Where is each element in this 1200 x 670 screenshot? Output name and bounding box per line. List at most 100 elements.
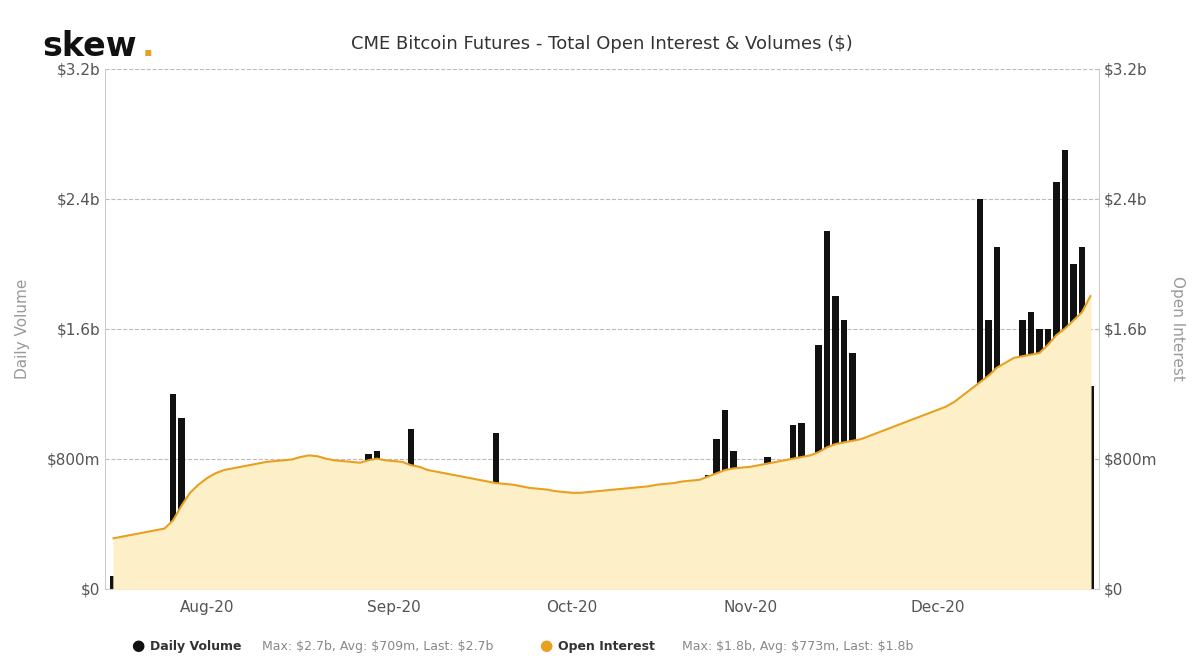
Bar bbox=[994, 247, 1000, 589]
Bar bbox=[552, 567, 558, 589]
Bar bbox=[798, 423, 805, 589]
Bar bbox=[620, 567, 626, 589]
Bar bbox=[179, 418, 185, 589]
Bar bbox=[204, 543, 210, 589]
Bar bbox=[833, 296, 839, 589]
Bar bbox=[748, 484, 754, 589]
Bar bbox=[527, 555, 533, 589]
Bar bbox=[815, 345, 822, 589]
Bar bbox=[196, 553, 202, 589]
Bar bbox=[187, 540, 193, 589]
Bar bbox=[739, 475, 745, 589]
Bar bbox=[510, 556, 516, 589]
Bar bbox=[773, 484, 779, 589]
Bar bbox=[629, 564, 635, 589]
Bar bbox=[1062, 150, 1068, 589]
Bar bbox=[161, 579, 168, 589]
Bar bbox=[824, 231, 830, 589]
Bar bbox=[646, 563, 652, 589]
Bar bbox=[1019, 320, 1026, 589]
Bar bbox=[144, 581, 151, 589]
Bar bbox=[289, 533, 295, 589]
Bar bbox=[858, 452, 864, 589]
Bar bbox=[935, 439, 941, 589]
Bar bbox=[577, 549, 584, 589]
Bar bbox=[943, 454, 949, 589]
Bar bbox=[654, 553, 660, 589]
Bar bbox=[841, 320, 847, 589]
Bar bbox=[169, 394, 176, 589]
Bar bbox=[263, 548, 270, 589]
Bar bbox=[925, 449, 932, 589]
Bar bbox=[985, 320, 991, 589]
Bar bbox=[1054, 182, 1060, 589]
Bar bbox=[586, 555, 593, 589]
Bar bbox=[221, 524, 227, 589]
Bar bbox=[450, 556, 456, 589]
Bar bbox=[1087, 385, 1093, 589]
Bar bbox=[535, 561, 541, 589]
Y-axis label: Daily Volume: Daily Volume bbox=[14, 279, 30, 379]
Bar bbox=[671, 563, 677, 589]
Bar bbox=[1070, 263, 1076, 589]
Bar bbox=[365, 454, 372, 589]
Bar bbox=[1079, 247, 1085, 589]
Bar bbox=[612, 564, 618, 589]
Bar bbox=[306, 459, 312, 589]
Bar bbox=[119, 581, 125, 589]
Text: Max: $2.7b, Avg: $709m, Last: $2.7b: Max: $2.7b, Avg: $709m, Last: $2.7b bbox=[258, 641, 493, 653]
Bar bbox=[425, 556, 431, 589]
Bar bbox=[281, 527, 287, 589]
Bar bbox=[271, 537, 278, 589]
Bar bbox=[246, 515, 253, 589]
Bar bbox=[1037, 328, 1043, 589]
Bar bbox=[136, 576, 142, 589]
Bar bbox=[594, 561, 601, 589]
Bar bbox=[298, 491, 304, 589]
Bar bbox=[883, 449, 889, 589]
Bar bbox=[1045, 328, 1051, 589]
Y-axis label: Open Interest: Open Interest bbox=[1170, 276, 1186, 381]
Bar bbox=[977, 198, 983, 589]
Bar bbox=[722, 410, 728, 589]
Bar bbox=[382, 533, 389, 589]
Bar bbox=[960, 460, 966, 589]
Title: CME Bitcoin Futures - Total Open Interest & Volumes ($): CME Bitcoin Futures - Total Open Interes… bbox=[352, 35, 853, 53]
Bar bbox=[704, 475, 712, 589]
Bar bbox=[544, 564, 550, 589]
Bar bbox=[714, 439, 720, 589]
Bar bbox=[502, 538, 508, 589]
Bar bbox=[416, 547, 422, 589]
Bar bbox=[900, 431, 907, 589]
Text: ●: ● bbox=[539, 639, 553, 653]
Bar bbox=[790, 425, 797, 589]
Bar bbox=[331, 553, 337, 589]
Bar bbox=[356, 530, 364, 589]
Text: Max: $1.8b, Avg: $773m, Last: $1.8b: Max: $1.8b, Avg: $773m, Last: $1.8b bbox=[678, 641, 913, 653]
Bar bbox=[917, 465, 924, 589]
Bar bbox=[1010, 449, 1018, 589]
Text: Open Interest: Open Interest bbox=[558, 641, 655, 653]
Bar bbox=[637, 566, 643, 589]
Text: ●: ● bbox=[131, 639, 145, 653]
Bar bbox=[110, 576, 116, 589]
Bar bbox=[764, 457, 770, 589]
Bar bbox=[569, 558, 575, 589]
Bar bbox=[518, 549, 524, 589]
Bar bbox=[408, 429, 414, 589]
Bar bbox=[323, 547, 329, 589]
Bar bbox=[604, 563, 610, 589]
Bar bbox=[1027, 312, 1034, 589]
Bar bbox=[467, 561, 474, 589]
Bar bbox=[229, 521, 235, 589]
Bar bbox=[892, 441, 898, 589]
Bar bbox=[731, 450, 737, 589]
Bar bbox=[212, 532, 218, 589]
Bar bbox=[679, 564, 686, 589]
Bar bbox=[314, 537, 320, 589]
Bar bbox=[875, 467, 881, 589]
Bar bbox=[340, 540, 346, 589]
Bar bbox=[492, 433, 499, 589]
Bar bbox=[238, 507, 244, 589]
Bar bbox=[484, 543, 491, 589]
